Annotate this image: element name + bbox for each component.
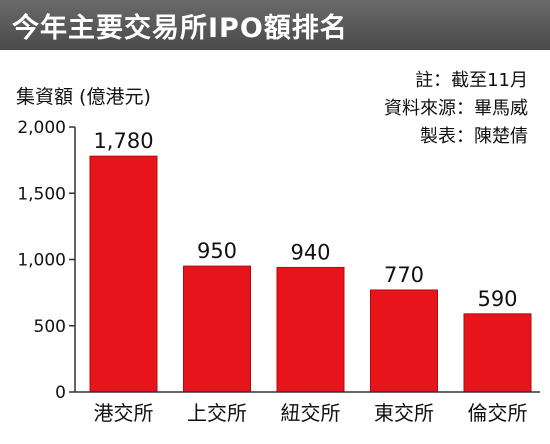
note-source: 資料來源：畢馬威 bbox=[384, 98, 528, 119]
y-tick-label-4: 1,500 bbox=[17, 184, 66, 204]
title-bar: 今年主要交易所IPO額排名 bbox=[0, 0, 550, 50]
data-label-1: 1,780 bbox=[93, 129, 153, 153]
x-tick-label-2: 上交所 bbox=[187, 401, 247, 425]
y-tick-label-2: 500 bbox=[34, 317, 66, 337]
x-tick-label-3: 紐交所 bbox=[281, 401, 341, 425]
bar-1 bbox=[89, 155, 158, 393]
y-tick-label-1: 0 bbox=[55, 383, 66, 403]
note-author: 製表：陳楚倩 bbox=[420, 126, 528, 147]
note-period: 註：截至11月 bbox=[415, 70, 528, 91]
y-axis-unit-label: 集資額 (億港元) bbox=[16, 86, 151, 108]
y-tick-label-3: 1,000 bbox=[17, 251, 66, 271]
x-tick-label-4: 東交所 bbox=[374, 401, 434, 425]
data-label-3: 940 bbox=[290, 240, 330, 264]
data-label-2: 950 bbox=[197, 239, 237, 263]
bar-3 bbox=[276, 266, 345, 393]
x-tick-label-5: 倫交所 bbox=[468, 401, 528, 425]
bar-4 bbox=[370, 289, 438, 393]
y-tick-label-5: 2,000 bbox=[17, 118, 66, 138]
chart-title: 今年主要交易所IPO額排名 bbox=[12, 12, 348, 44]
x-tick-label-1: 港交所 bbox=[94, 401, 154, 425]
data-label-5: 590 bbox=[477, 287, 517, 311]
bar-2 bbox=[183, 265, 251, 393]
bar-5 bbox=[463, 313, 532, 393]
data-label-4: 770 bbox=[384, 263, 424, 287]
